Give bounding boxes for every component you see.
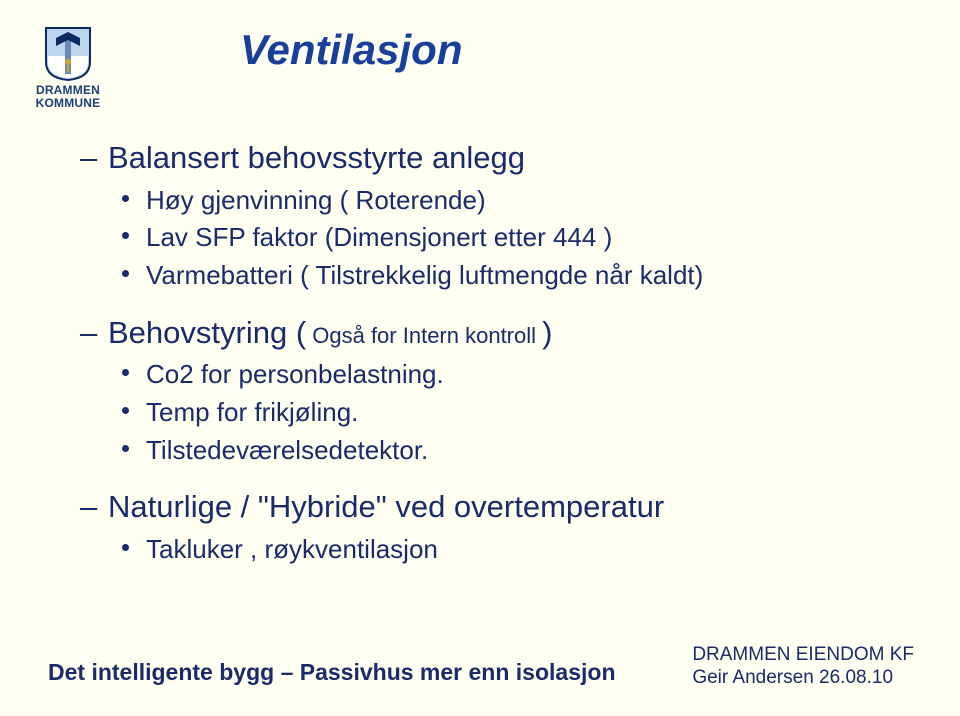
bullet-text: Naturlige / "Hybride" ved overtemperatur xyxy=(108,489,664,524)
bullet-text: Co2 for personbelastning. xyxy=(146,359,444,389)
bullet-lvl1: –Behovstyring ( Også for Intern kontroll… xyxy=(108,313,900,353)
bullet-lvl1: –Naturlige / "Hybride" ved overtemperatu… xyxy=(108,487,900,527)
bullet-lvl2: Varmebatteri ( Tilstrekkelig luftmengde … xyxy=(146,257,900,295)
slide-title: Ventilasjon xyxy=(240,26,463,74)
bullet-text: Tilstedeværelsedetektor. xyxy=(146,435,428,465)
footer-left: Det intelligente bygg – Passivhus mer en… xyxy=(48,659,616,686)
bullet-text: Varmebatteri ( Tilstrekkelig luftmengde … xyxy=(146,260,703,290)
footer-right: DRAMMEN EIENDOM KF Geir Andersen 26.08.1… xyxy=(692,643,914,691)
bullet-lvl2: Co2 for personbelastning. xyxy=(146,356,900,394)
bullet-lvl2: Temp for frikjøling. xyxy=(146,394,900,432)
footer-author-date: Geir Andersen 26.08.10 xyxy=(692,667,893,688)
slide-content: –Balansert behovsstyrte anlegg Høy gjenv… xyxy=(108,120,900,569)
bullet-text: ) xyxy=(542,315,552,350)
bullet-text: Takluker , røykventilasjon xyxy=(146,534,438,564)
footer-org: DRAMMEN EIENDOM KF xyxy=(692,644,914,665)
bullet-text: Lav SFP faktor (Dimensjonert etter 444 ) xyxy=(146,222,612,252)
bullet-lvl2: Tilstedeværelsedetektor. xyxy=(146,432,900,470)
bullet-text: Høy gjenvinning ( Roterende) xyxy=(146,185,486,215)
bullet-lvl2: Lav SFP faktor (Dimensjonert etter 444 ) xyxy=(146,219,900,257)
bullet-text: Temp for frikjøling. xyxy=(146,397,358,427)
bullet-lvl1: –Balansert behovsstyrte anlegg xyxy=(108,138,900,178)
bullet-text: Behovstyring ( xyxy=(108,315,306,350)
bullet-paren: Også for Intern kontroll xyxy=(306,323,542,348)
bullet-lvl2: Høy gjenvinning ( Roterende) xyxy=(146,182,900,220)
shield-icon xyxy=(44,26,92,82)
municipality-logo: DRAMMEN KOMMUNE xyxy=(32,26,104,110)
logo-text: DRAMMEN KOMMUNE xyxy=(36,84,101,110)
bullet-lvl2: Takluker , røykventilasjon xyxy=(146,531,900,569)
bullet-text: Balansert behovsstyrte anlegg xyxy=(108,140,525,175)
